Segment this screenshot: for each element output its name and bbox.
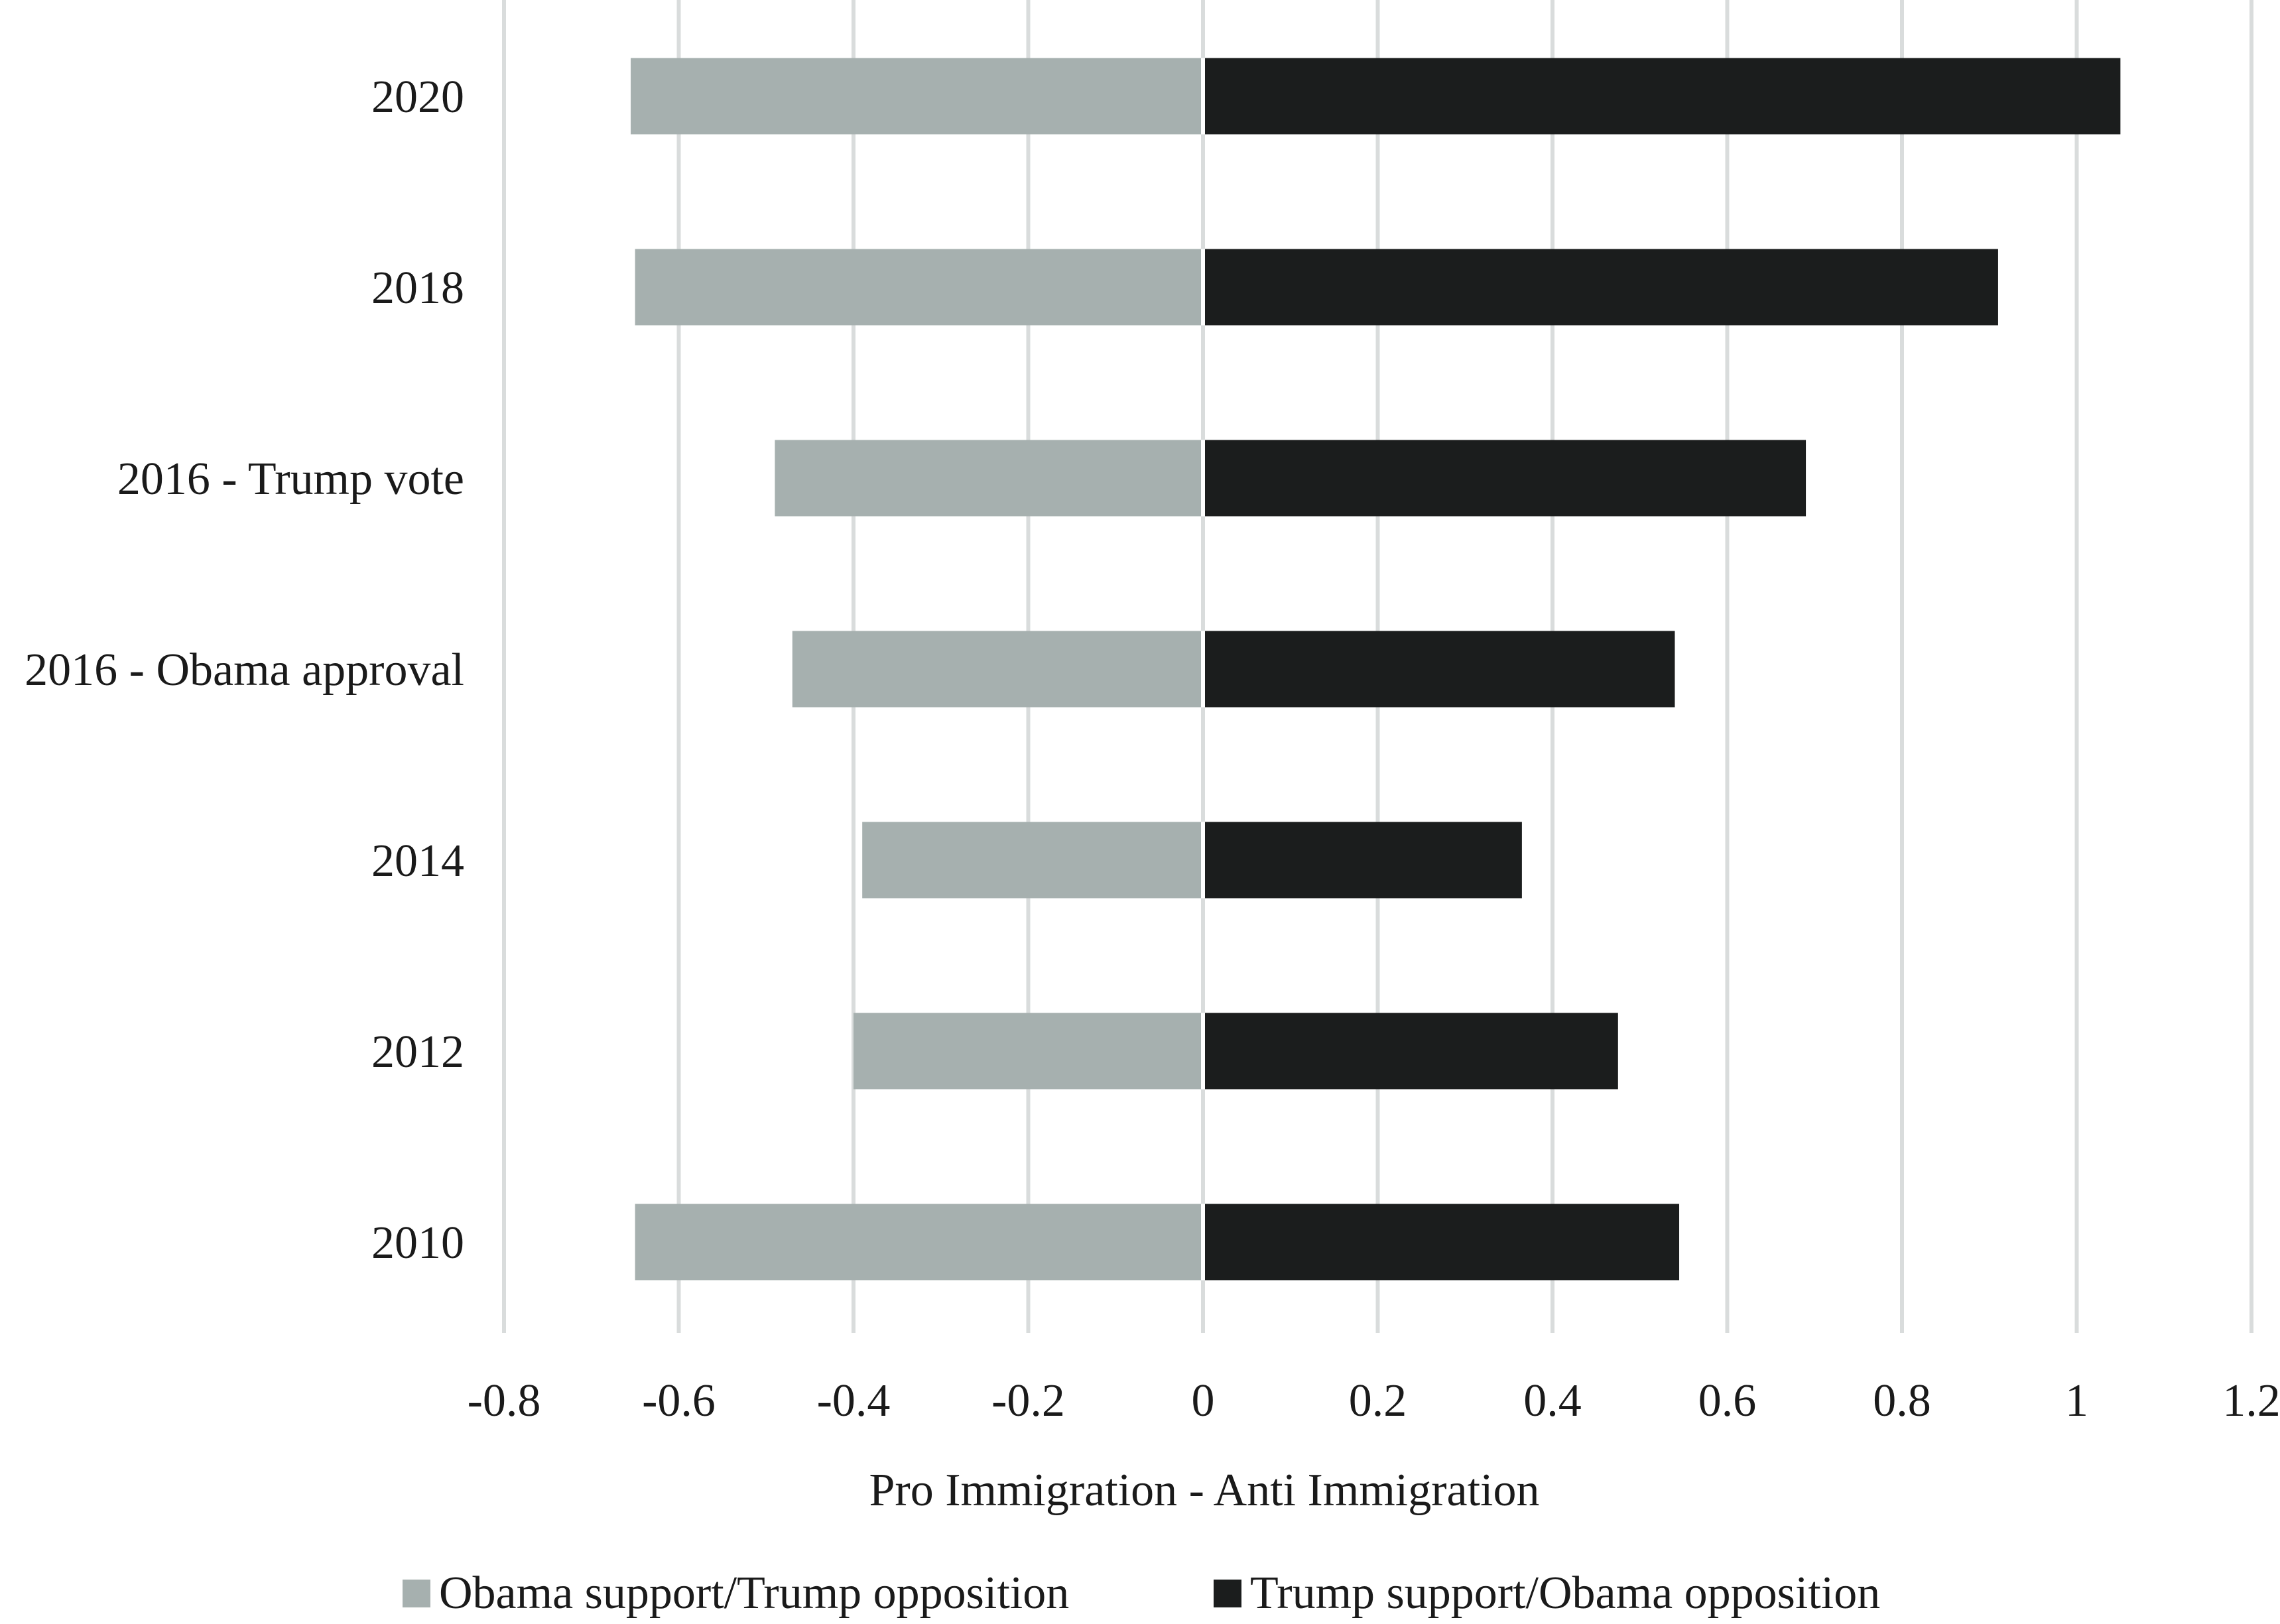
- x-tick-label: 1: [2065, 1375, 2088, 1426]
- bar-trump-support: [1203, 440, 1806, 517]
- bar-obama-support: [631, 58, 1203, 135]
- legend-label-obama-support: Obama support/Trump opposition: [439, 1568, 1069, 1619]
- x-tick-label: 0.4: [1523, 1375, 1582, 1426]
- bar-trump-support: [1203, 58, 2121, 135]
- category-label: 2016 - Obama approval: [25, 645, 464, 696]
- legend-label-trump-support: Trump support/Obama opposition: [1250, 1568, 1880, 1619]
- x-tick-label: -0.8: [468, 1375, 541, 1426]
- bars: [631, 58, 2121, 1280]
- bar-obama-support: [635, 249, 1203, 326]
- bar-trump-support: [1203, 822, 1522, 899]
- category-labels: 2020 2018 2016 - Trump vote 2016 - Obama ap…: [25, 72, 464, 1269]
- legend: Obama support/Trump opposition Trump sup…: [403, 1568, 1880, 1619]
- x-tick-label: 0.2: [1349, 1375, 1407, 1426]
- x-tick-labels: -0.8 -0.6 -0.4 -0.2 0 0.2 0.4 0.6 0.8 1 1.2: [468, 1375, 2280, 1426]
- x-tick-label: 1.2: [2222, 1375, 2280, 1426]
- x-tick-label: 0: [1192, 1375, 1215, 1426]
- bar-obama-support: [775, 440, 1203, 517]
- category-label: 2020: [371, 72, 464, 123]
- category-label: 2016 - Trump vote: [117, 454, 464, 505]
- bar-trump-support: [1203, 1204, 1680, 1280]
- bar-obama-support: [635, 1204, 1203, 1280]
- bar-trump-support: [1203, 1013, 1618, 1090]
- category-label: 2014: [371, 836, 464, 887]
- x-axis-title: Pro Immigration - Anti Immigration: [869, 1465, 1539, 1516]
- category-label: 2018: [371, 263, 464, 314]
- category-label: 2012: [371, 1027, 464, 1078]
- legend-swatch-obama-support: [403, 1580, 430, 1607]
- bar-obama-support: [854, 1013, 1203, 1090]
- x-tick-label: -0.6: [642, 1375, 716, 1426]
- bar-trump-support: [1203, 249, 1998, 326]
- category-label: 2010: [371, 1218, 464, 1269]
- x-tick-label: 0.8: [1873, 1375, 1931, 1426]
- x-tick-label: -0.4: [817, 1375, 891, 1426]
- x-tick-label: -0.2: [991, 1375, 1065, 1426]
- x-tick-label: 0.6: [1698, 1375, 1757, 1426]
- bar-obama-support: [862, 822, 1203, 899]
- bar-obama-support: [792, 631, 1203, 708]
- bar-trump-support: [1203, 631, 1675, 708]
- legend-swatch-trump-support: [1214, 1580, 1241, 1607]
